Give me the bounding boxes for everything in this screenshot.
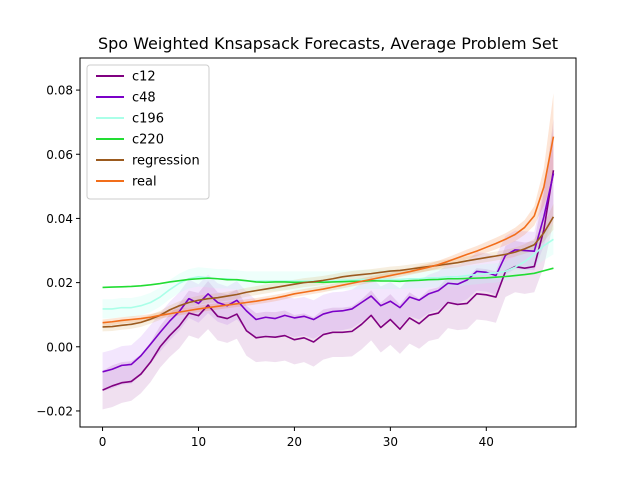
y-tick-label: 0.00 [46, 340, 73, 354]
legend-label-c48: c48 [132, 91, 156, 106]
y-tick-label: 0.08 [46, 84, 73, 98]
band-c12 [102, 118, 554, 410]
x-tick-label: 0 [99, 435, 107, 449]
series-line-real [102, 136, 555, 324]
plot-frame [79, 57, 577, 428]
legend: c12 c48 c196 c220 regression real [86, 64, 210, 200]
legend-label-regression: regression [132, 154, 200, 169]
x-tick-label: 20 [287, 435, 302, 449]
series-line-c220 [102, 267, 554, 289]
series-line-c12 [102, 170, 555, 391]
series-line-c196 [102, 238, 554, 310]
chart-title: Spo Weighted Knsapsack Forecasts, Averag… [98, 34, 558, 53]
y-tick-label: −0.02 [36, 404, 73, 418]
legend-box [86, 64, 210, 200]
band-c196 [102, 224, 554, 319]
legend-label-c12: c12 [132, 70, 156, 85]
y-tick-label: 0.06 [46, 148, 73, 162]
legend-label-c196: c196 [132, 112, 164, 127]
series-lines [102, 136, 555, 391]
legend-label-real: real [132, 175, 157, 190]
legend-label-c220: c220 [132, 133, 164, 148]
x-axis: 0 10 20 30 40 [99, 427, 494, 449]
y-tick-label: 0.04 [46, 212, 73, 226]
y-axis: −0.02 0.00 0.02 0.04 0.06 0.08 [36, 84, 80, 418]
y-tick-label: 0.02 [46, 276, 73, 290]
x-tick-label: 40 [479, 435, 494, 449]
series-line-regression [102, 216, 555, 328]
x-tick-label: 30 [383, 435, 398, 449]
x-tick-label: 10 [191, 435, 206, 449]
